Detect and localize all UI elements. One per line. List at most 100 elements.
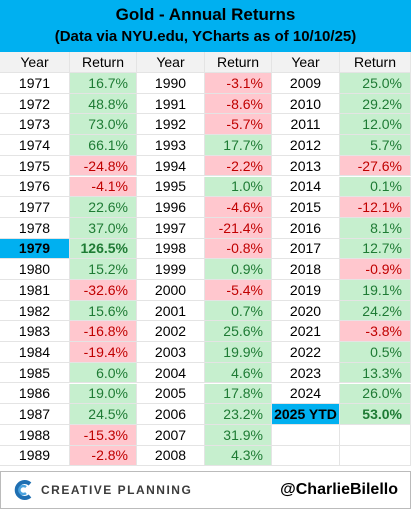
empty-cell: [272, 445, 340, 467]
footer: CREATIVE PLANNING @CharlieBilello: [0, 471, 411, 509]
year-cell: 2001: [137, 300, 205, 322]
year-cell: 1986: [0, 383, 70, 405]
year-cell: 1973: [0, 114, 70, 136]
year-cell: 2023: [272, 362, 340, 384]
brand-name: CREATIVE PLANNING: [41, 483, 193, 497]
year-cell: 2014: [272, 176, 340, 198]
year-cell: 1991: [137, 93, 205, 115]
year-cell: 2006: [137, 404, 205, 425]
return-cell: 1.0%: [205, 176, 272, 198]
year-cell: 1976: [0, 176, 70, 198]
return-cell: -4.6%: [205, 197, 272, 218]
return-cell: -5.7%: [205, 114, 272, 136]
year-cell: 1985: [0, 362, 70, 384]
return-cell: 15.2%: [70, 259, 137, 280]
year-cell: 2017: [272, 238, 340, 260]
return-cell: 4.3%: [205, 445, 272, 467]
year-cell: 2015: [272, 197, 340, 218]
return-cell: 0.7%: [205, 300, 272, 322]
year-cell: 2013: [272, 155, 340, 177]
return-cell: 0.1%: [340, 176, 411, 198]
year-cell: 1978: [0, 217, 70, 239]
year-cell: 2025 YTD: [272, 404, 340, 425]
return-cell: 4.6%: [205, 362, 272, 384]
year-cell: 1983: [0, 321, 70, 343]
subtitle: (Data via NYU.edu, YCharts as of 10/10/2…: [54, 28, 357, 45]
year-cell: 1988: [0, 424, 70, 446]
return-cell: 6.0%: [70, 362, 137, 384]
return-cell: -2.2%: [205, 155, 272, 177]
return-cell: 19.0%: [70, 383, 137, 405]
year-cell: 2005: [137, 383, 205, 405]
year-cell: 1971: [0, 73, 70, 94]
return-cell: -19.4%: [70, 342, 137, 363]
year-cell: 2016: [272, 217, 340, 239]
return-cell: 126.5%: [70, 238, 137, 260]
return-cell: 53.0%: [340, 404, 411, 425]
empty-cell: [272, 424, 340, 446]
year-cell: 1979: [0, 238, 70, 260]
return-cell: 17.8%: [205, 383, 272, 405]
column-header: Return: [205, 52, 272, 73]
return-cell: 0.5%: [340, 342, 411, 363]
return-cell: 29.2%: [340, 93, 411, 115]
year-cell: 1974: [0, 135, 70, 156]
return-cell: -27.6%: [340, 155, 411, 177]
return-cell: 37.0%: [70, 217, 137, 239]
year-cell: 1984: [0, 342, 70, 363]
brand-logo: [14, 480, 32, 500]
year-cell: 2019: [272, 280, 340, 301]
column-header: Year: [0, 52, 70, 73]
return-cell: -15.3%: [70, 424, 137, 446]
year-cell: 1977: [0, 197, 70, 218]
return-cell: 66.1%: [70, 135, 137, 156]
year-cell: 2003: [137, 342, 205, 363]
return-cell: 8.1%: [340, 217, 411, 239]
title-band: Gold - Annual Returns (Data via NYU.edu,…: [0, 0, 411, 52]
return-cell: 13.3%: [340, 362, 411, 384]
year-cell: 1998: [137, 238, 205, 260]
return-cell: 24.2%: [340, 300, 411, 322]
year-cell: 2012: [272, 135, 340, 156]
return-cell: 24.5%: [70, 404, 137, 425]
return-cell: 12.7%: [340, 238, 411, 260]
year-cell: 2000: [137, 280, 205, 301]
return-cell: 31.9%: [205, 424, 272, 446]
return-cell: 23.2%: [205, 404, 272, 425]
year-cell: 1999: [137, 259, 205, 280]
year-cell: 1981: [0, 280, 70, 301]
return-cell: 48.8%: [70, 93, 137, 115]
column-header: Return: [70, 52, 137, 73]
year-cell: 1992: [137, 114, 205, 136]
year-cell: 2020: [272, 300, 340, 322]
column-header: Year: [137, 52, 205, 73]
empty-cell: [340, 424, 411, 446]
return-cell: -16.8%: [70, 321, 137, 343]
return-cell: -0.8%: [205, 238, 272, 260]
return-cell: -21.4%: [205, 217, 272, 239]
return-cell: 19.1%: [340, 280, 411, 301]
year-cell: 1972: [0, 93, 70, 115]
return-cell: -4.1%: [70, 176, 137, 198]
year-cell: 2021: [272, 321, 340, 343]
return-cell: -3.8%: [340, 321, 411, 343]
year-cell: 2002: [137, 321, 205, 343]
year-cell: 2004: [137, 362, 205, 384]
year-cell: 1997: [137, 217, 205, 239]
year-cell: 2007: [137, 424, 205, 446]
year-cell: 2024: [272, 383, 340, 405]
return-cell: 16.7%: [70, 73, 137, 94]
return-cell: 73.0%: [70, 114, 137, 136]
return-cell: -0.9%: [340, 259, 411, 280]
year-cell: 1993: [137, 135, 205, 156]
year-cell: 1995: [137, 176, 205, 198]
year-cell: 1989: [0, 445, 70, 467]
return-cell: 25.6%: [205, 321, 272, 343]
year-cell: 2010: [272, 93, 340, 115]
year-cell: 2018: [272, 259, 340, 280]
title: Gold - Annual Returns: [115, 5, 296, 24]
return-cell: -3.1%: [205, 73, 272, 94]
empty-cell: [340, 445, 411, 467]
return-cell: 12.0%: [340, 114, 411, 136]
